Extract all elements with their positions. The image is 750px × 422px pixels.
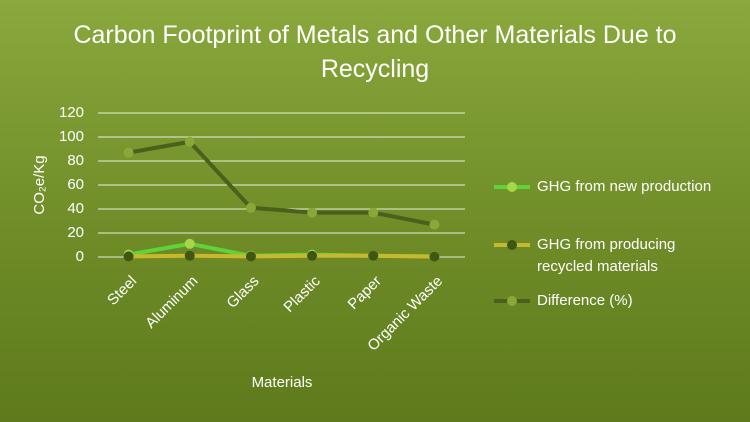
x-tick-label: Paper bbox=[345, 273, 385, 313]
point bbox=[123, 147, 134, 158]
y-axis-title: CO₂e/Kg bbox=[31, 155, 48, 214]
point bbox=[307, 207, 318, 218]
legend-marker bbox=[507, 240, 517, 250]
y-tick-label: 40 bbox=[67, 200, 84, 217]
point bbox=[245, 202, 256, 213]
point bbox=[123, 251, 134, 262]
y-tick-label: 20 bbox=[67, 224, 84, 241]
point bbox=[307, 250, 318, 261]
point bbox=[429, 219, 440, 230]
point bbox=[184, 250, 195, 261]
point bbox=[368, 207, 379, 218]
x-tick-label: Steel bbox=[104, 273, 140, 309]
legend-marker bbox=[507, 182, 517, 192]
point bbox=[368, 250, 379, 261]
legend-label: Difference (%) bbox=[537, 292, 633, 309]
x-axis-title: Materials bbox=[252, 374, 313, 391]
x-tick-label: Aluminum bbox=[142, 273, 201, 332]
y-tick-label: 100 bbox=[59, 128, 84, 145]
y-tick-label: 60 bbox=[67, 176, 84, 193]
y-tick-label: 120 bbox=[59, 104, 84, 121]
point bbox=[245, 251, 256, 262]
legend-label: GHG from new production bbox=[537, 178, 712, 195]
point bbox=[184, 238, 195, 249]
point bbox=[184, 136, 195, 147]
series-line bbox=[128, 253, 435, 259]
series-line bbox=[128, 139, 435, 227]
legend-marker bbox=[507, 296, 517, 306]
x-tick-label: Plastic bbox=[280, 272, 324, 316]
chart-title: Carbon Footprint of Metals and Other Mat… bbox=[73, 21, 677, 83]
legend-label: GHG from producing recycled materials bbox=[537, 236, 676, 275]
y-tick-label: 80 bbox=[67, 152, 84, 169]
y-tick-label: 0 bbox=[76, 248, 84, 265]
point bbox=[429, 251, 440, 262]
x-tick-label: Glass bbox=[223, 273, 262, 312]
